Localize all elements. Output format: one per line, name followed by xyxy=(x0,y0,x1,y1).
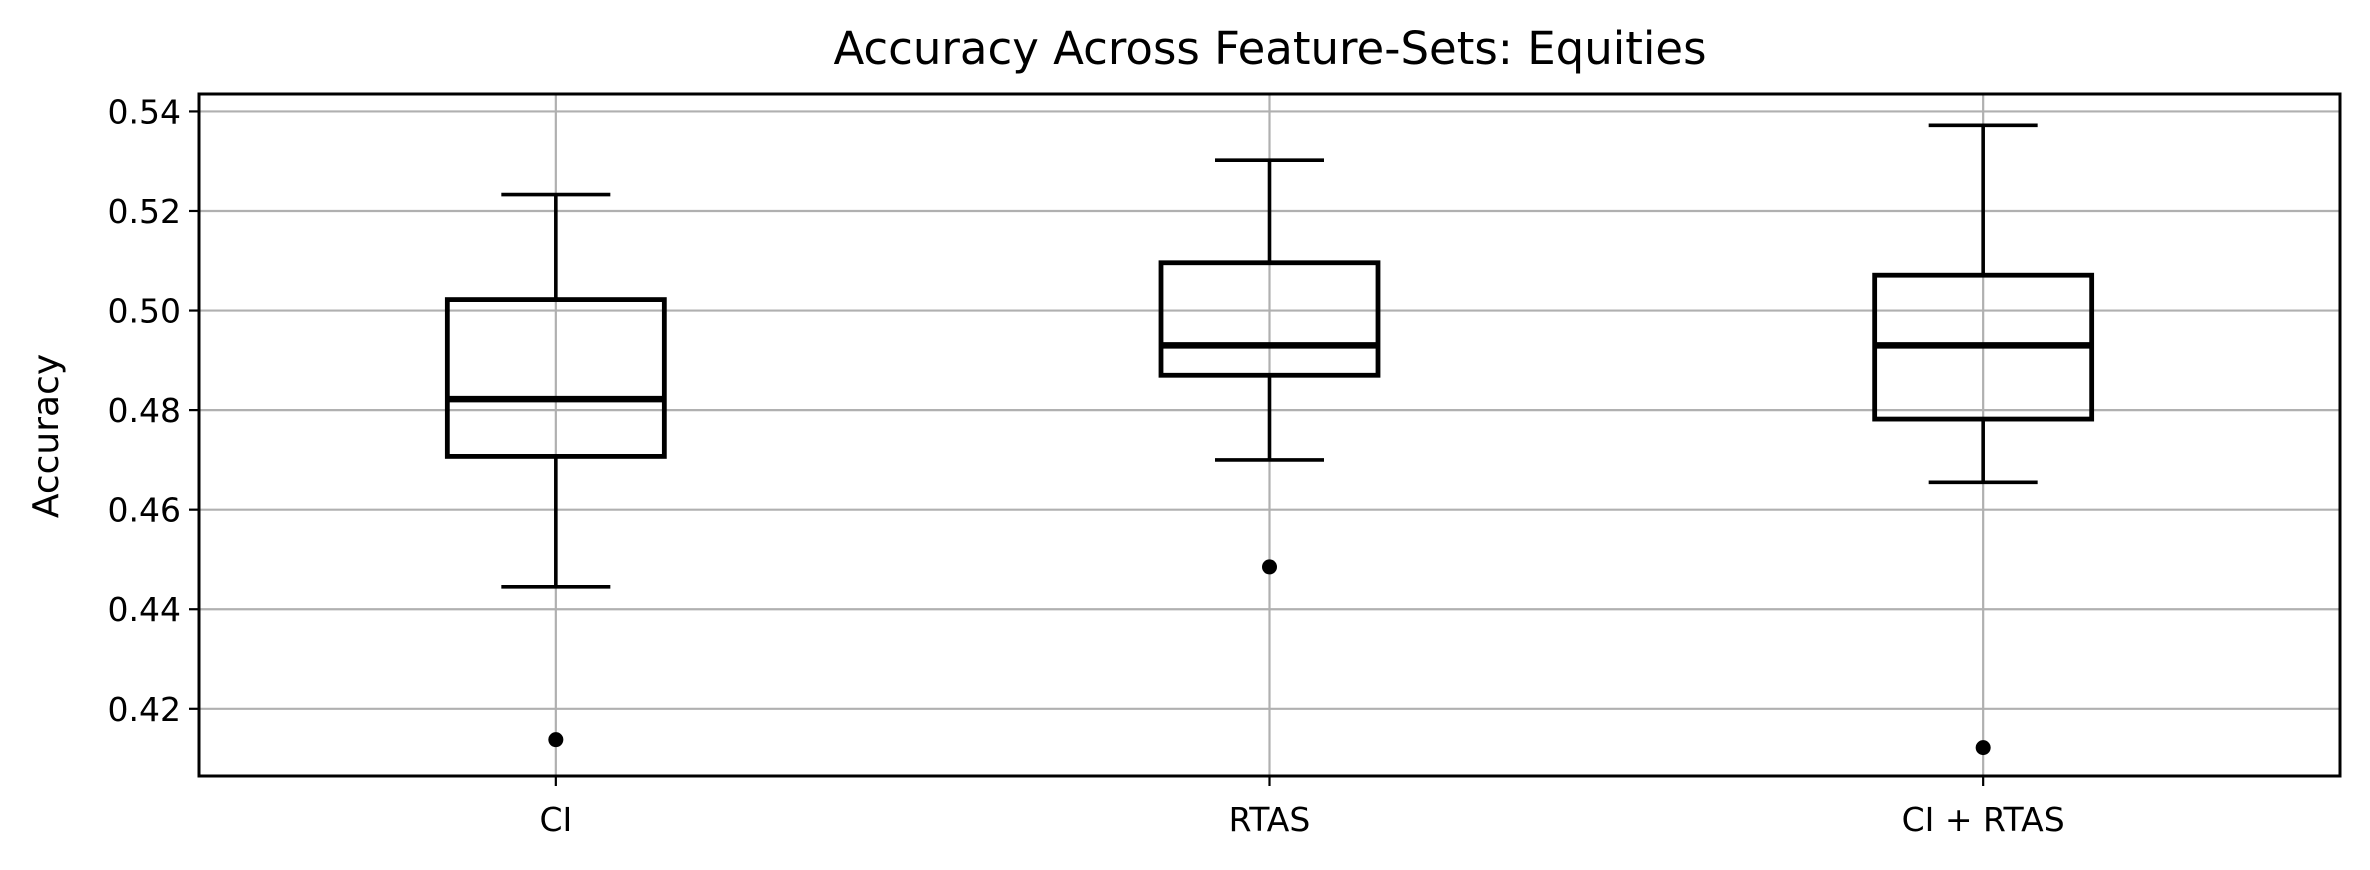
interquartile-box xyxy=(444,297,667,459)
axis-ticks: 0.42 0.44 0.46 0.48 0.50 0.52 0.54 CI RTAS CI + R… xyxy=(108,92,2065,839)
x-tick-label: CI xyxy=(539,800,572,839)
y-tick-label: 0.46 xyxy=(108,491,181,530)
y-tick-label: 0.44 xyxy=(108,590,181,629)
y-tick-label: 0.54 xyxy=(108,92,181,131)
y-tick-label: 0.52 xyxy=(108,192,181,231)
y-axis-label: Accuracy xyxy=(26,354,67,518)
box-plot-group xyxy=(1158,158,1381,575)
outlier-point xyxy=(1262,559,1277,575)
x-tick-label: RTAS xyxy=(1229,800,1311,839)
x-tick-label: CI + RTAS xyxy=(1902,800,2065,839)
interquartile-box xyxy=(1158,260,1381,378)
y-tick-label: 0.50 xyxy=(108,292,181,331)
box-plot-group xyxy=(1872,123,2095,756)
outlier-point xyxy=(1975,740,1991,756)
chart-title: Accuracy Across Feature-Sets: Equities xyxy=(833,22,1706,75)
y-tick-label: 0.48 xyxy=(108,391,181,430)
box-plot-group xyxy=(444,192,667,748)
plot-area-frame xyxy=(197,92,2342,778)
outlier-point xyxy=(548,732,564,748)
box-plots xyxy=(444,123,2095,756)
y-tick-label: 0.42 xyxy=(108,690,181,729)
